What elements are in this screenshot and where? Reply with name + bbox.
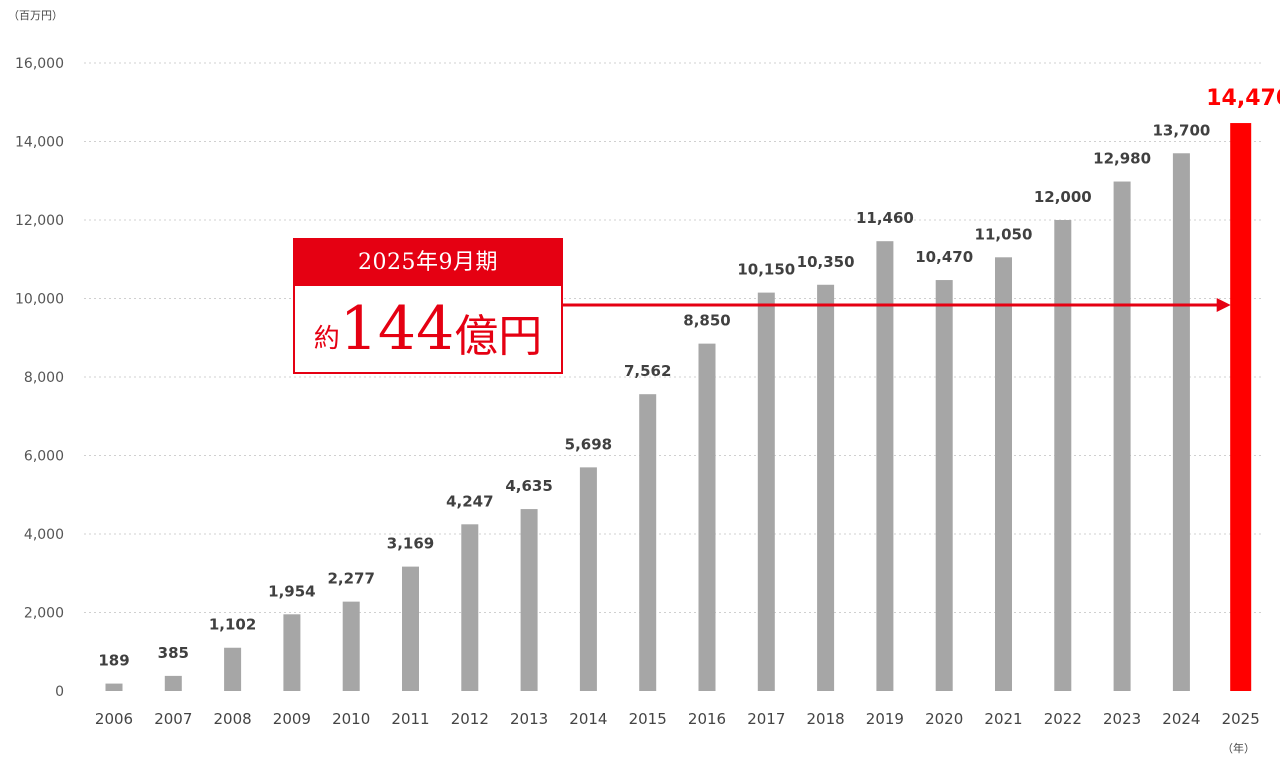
data-label: 10,470 (915, 248, 973, 266)
x-tick-label: 2016 (688, 710, 726, 728)
y-tick-label: 10,000 (15, 292, 64, 308)
data-label: 385 (158, 644, 189, 662)
x-tick-label: 2021 (984, 710, 1022, 728)
x-tick-label: 2008 (214, 710, 252, 728)
bar (342, 601, 360, 691)
x-tick-label: 2019 (866, 710, 904, 728)
x-tick-label: 2025 (1222, 710, 1260, 728)
x-axis-unit-label: （年） (1222, 741, 1255, 755)
x-tick-label: 2014 (569, 710, 607, 728)
callout-suffix: 億円 (454, 311, 543, 362)
callout-header: 2025年9月期 (295, 240, 561, 286)
data-label: 13,700 (1152, 121, 1210, 139)
y-tick-label: 2,000 (24, 606, 64, 622)
callout-arrow-head (1216, 298, 1231, 312)
bar (105, 683, 123, 691)
data-label: 12,000 (1034, 188, 1092, 206)
bar (698, 343, 716, 691)
bar (935, 280, 953, 691)
bar (1113, 181, 1131, 691)
bar (224, 647, 242, 691)
y-tick-label: 4,000 (24, 527, 64, 543)
data-label: 4,247 (446, 492, 493, 510)
data-label: 1,102 (209, 616, 256, 634)
bar (402, 566, 419, 691)
data-label: 7,562 (624, 362, 671, 380)
bar (520, 509, 538, 691)
bar (579, 467, 597, 691)
bar (876, 241, 894, 691)
bar (817, 284, 835, 691)
bar (639, 394, 657, 691)
data-label: 11,460 (856, 209, 914, 227)
data-label: 10,150 (737, 261, 795, 279)
data-label: 189 (98, 652, 129, 670)
y-tick-label: 12,000 (15, 213, 64, 229)
bar (164, 675, 182, 691)
x-tick-label: 2013 (510, 710, 548, 728)
x-tick-label: 2015 (629, 710, 667, 728)
y-tick-label: 14,000 (15, 135, 64, 151)
callout-body: 約 144 億円 (295, 286, 561, 372)
bar (283, 614, 301, 691)
data-label: 4,635 (505, 477, 552, 495)
data-label: 2,277 (327, 570, 374, 588)
data-label-highlight: 14,470 (1206, 86, 1280, 111)
x-tick-label: 2024 (1162, 710, 1200, 728)
y-tick-label: 6,000 (24, 449, 64, 465)
x-tick-label: 2023 (1103, 710, 1141, 728)
bar (461, 524, 479, 691)
bar (1054, 220, 1072, 691)
x-tick-label: 2006 (95, 710, 133, 728)
bar (757, 292, 775, 691)
x-tick-label: 2010 (332, 710, 370, 728)
y-tick-label: 0 (55, 684, 64, 700)
x-tick-label: 2022 (1044, 710, 1082, 728)
callout-number: 144 (339, 294, 455, 364)
data-label: 3,169 (387, 535, 434, 553)
data-label: 12,980 (1093, 150, 1151, 168)
y-tick-label: 8,000 (24, 370, 64, 386)
x-tick-label: 2007 (154, 710, 192, 728)
data-label: 8,850 (683, 312, 730, 330)
data-label: 1,954 (268, 582, 315, 600)
callout-box: 2025年9月期 約 144 億円 (293, 238, 563, 374)
data-label: 10,350 (797, 253, 855, 271)
y-tick-label: 16,000 (15, 56, 64, 72)
bar (1172, 153, 1190, 691)
bar-highlight (1230, 123, 1252, 692)
x-tick-label: 2017 (747, 710, 785, 728)
x-tick-label: 2011 (391, 710, 429, 728)
x-tick-label: 2012 (451, 710, 489, 728)
data-label: 11,050 (975, 225, 1033, 243)
callout-prefix: 約 (313, 323, 340, 354)
y-axis-unit-label: （百万円） (8, 9, 63, 22)
x-tick-label: 2009 (273, 710, 311, 728)
x-tick-label: 2020 (925, 710, 963, 728)
x-tick-label: 2018 (807, 710, 845, 728)
data-label: 5,698 (565, 435, 612, 453)
bar (995, 257, 1012, 691)
